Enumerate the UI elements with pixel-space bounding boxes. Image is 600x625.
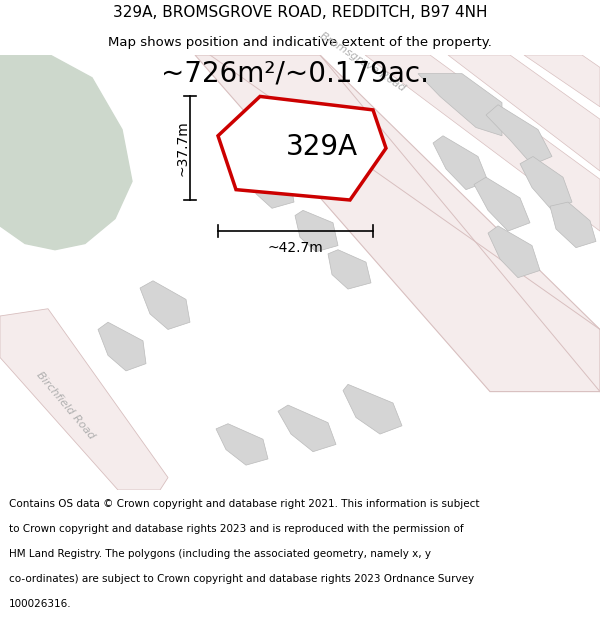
Text: 329A, BROMSGROVE ROAD, REDDITCH, B97 4NH: 329A, BROMSGROVE ROAD, REDDITCH, B97 4NH xyxy=(113,4,487,19)
Text: ~37.7m: ~37.7m xyxy=(175,121,189,176)
Polygon shape xyxy=(0,309,168,490)
Text: Contains OS data © Crown copyright and database right 2021. This information is : Contains OS data © Crown copyright and d… xyxy=(9,499,479,509)
Polygon shape xyxy=(252,169,294,208)
Polygon shape xyxy=(433,136,488,189)
Polygon shape xyxy=(520,156,572,211)
Polygon shape xyxy=(550,202,596,248)
Polygon shape xyxy=(524,55,600,107)
Polygon shape xyxy=(140,281,190,329)
Polygon shape xyxy=(278,405,336,452)
Polygon shape xyxy=(365,55,600,231)
Polygon shape xyxy=(474,177,530,231)
Polygon shape xyxy=(328,250,371,289)
Text: 329A: 329A xyxy=(286,132,358,161)
Text: co-ordinates) are subject to Crown copyright and database rights 2023 Ordnance S: co-ordinates) are subject to Crown copyr… xyxy=(9,574,474,584)
Text: Bromsgrove Road: Bromsgrove Road xyxy=(317,31,406,94)
Polygon shape xyxy=(488,226,540,278)
Polygon shape xyxy=(486,105,552,165)
Text: 100026316.: 100026316. xyxy=(9,599,71,609)
Polygon shape xyxy=(0,55,132,250)
Polygon shape xyxy=(418,74,502,136)
Polygon shape xyxy=(98,322,146,371)
Text: ~42.7m: ~42.7m xyxy=(268,241,323,256)
Polygon shape xyxy=(295,211,338,252)
Polygon shape xyxy=(216,424,268,465)
Polygon shape xyxy=(343,384,402,434)
Polygon shape xyxy=(448,55,600,171)
Text: ~726m²/~0.179ac.: ~726m²/~0.179ac. xyxy=(161,59,429,88)
Text: Map shows position and indicative extent of the property.: Map shows position and indicative extent… xyxy=(108,36,492,49)
Text: to Crown copyright and database rights 2023 and is reproduced with the permissio: to Crown copyright and database rights 2… xyxy=(9,524,464,534)
Polygon shape xyxy=(195,55,600,392)
Text: HM Land Registry. The polygons (including the associated geometry, namely x, y: HM Land Registry. The polygons (includin… xyxy=(9,549,431,559)
Polygon shape xyxy=(218,96,386,200)
Text: Birchfield Road: Birchfield Road xyxy=(34,369,96,441)
